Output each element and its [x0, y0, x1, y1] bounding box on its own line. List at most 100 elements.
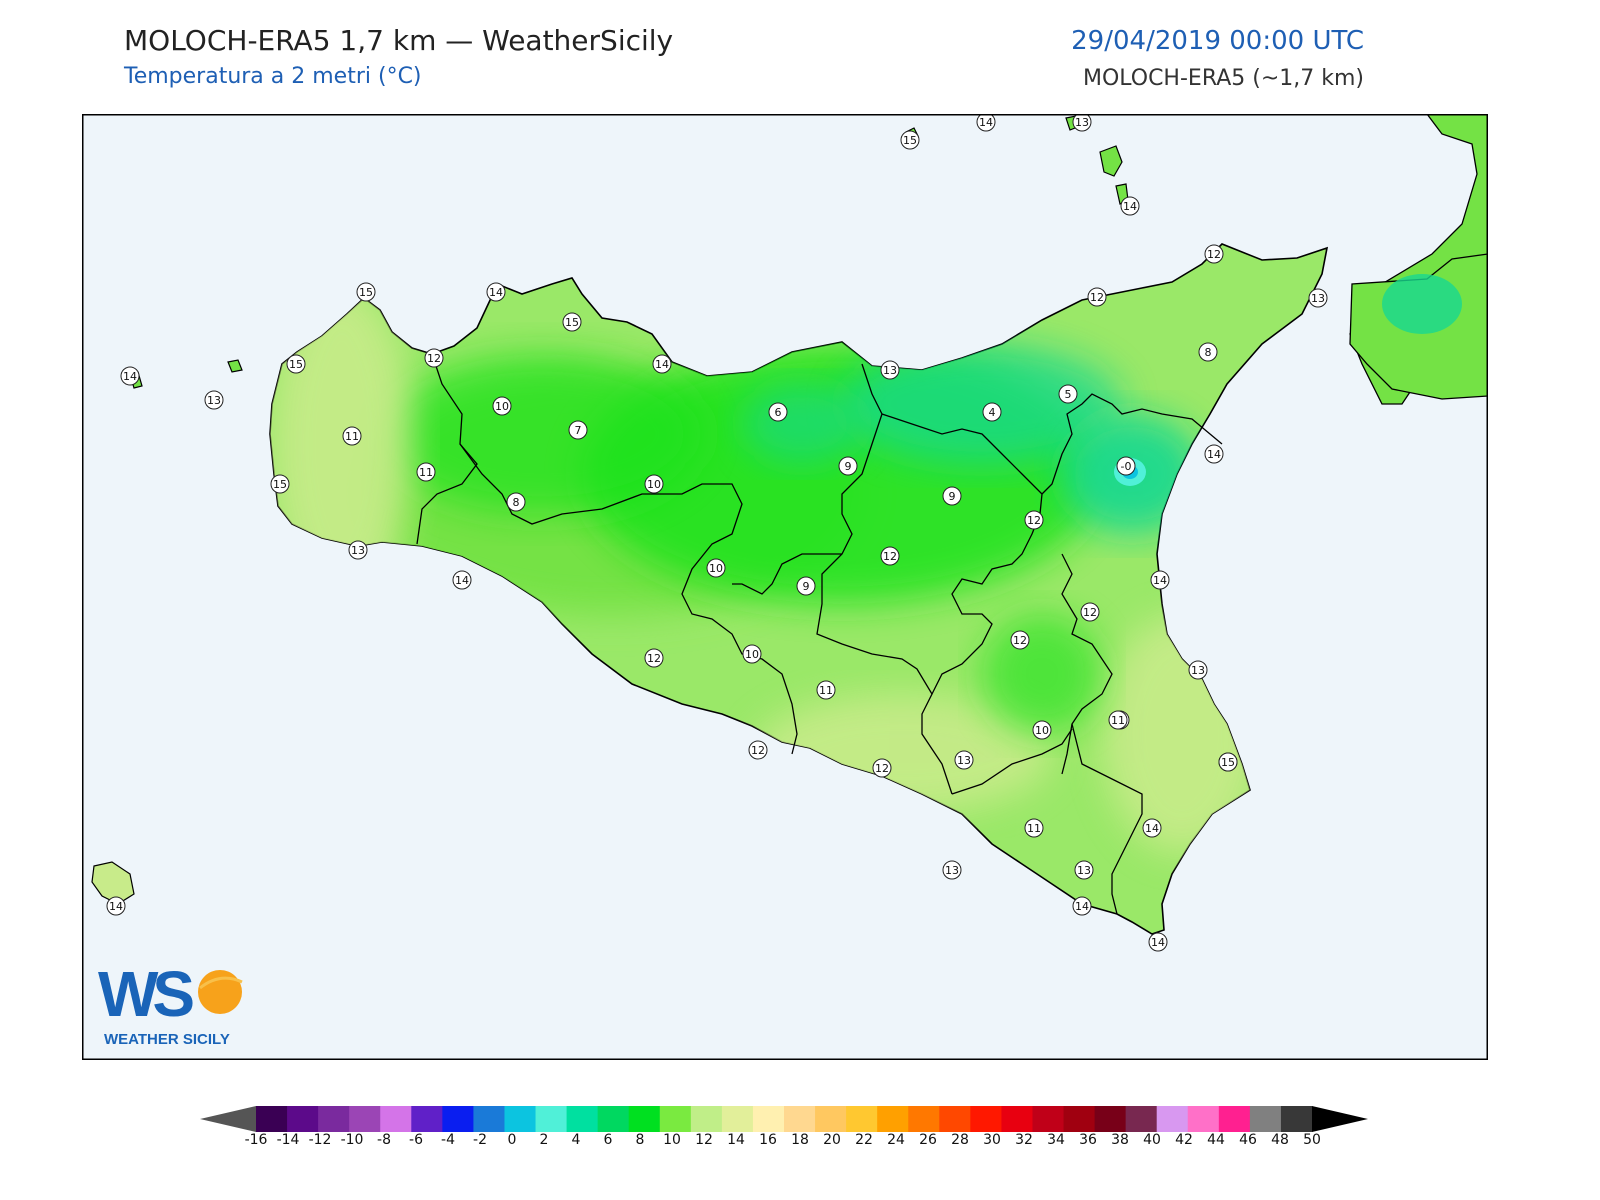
station-value-label: 13 — [1188, 660, 1208, 680]
station-value: 14 — [1153, 574, 1167, 587]
colorbar-tick-label: -4 — [441, 1132, 455, 1144]
colorbar-cell — [504, 1106, 537, 1132]
colorbar-tick-label: 50 — [1303, 1132, 1321, 1144]
colorbar-tick-label: 16 — [759, 1132, 777, 1144]
station-value: 13 — [1077, 864, 1091, 877]
colorbar-cell — [1063, 1106, 1096, 1132]
station-value: 13 — [207, 394, 221, 407]
colorbar-tick-label: 34 — [1047, 1132, 1065, 1144]
station-value-label: 14 — [652, 354, 672, 374]
station-value: 10 — [647, 478, 661, 491]
station-value: 4 — [989, 406, 996, 419]
station-value: 12 — [875, 762, 889, 775]
colorbar-tick-label: 42 — [1175, 1132, 1193, 1144]
station-value-label: 14 — [1148, 932, 1168, 952]
station-value: 10 — [1035, 724, 1049, 737]
colorbar-cell — [659, 1106, 692, 1132]
station-value: 14 — [123, 370, 137, 383]
station-value: 12 — [647, 652, 661, 665]
station-value: 9 — [845, 460, 852, 473]
station-value: 12 — [883, 550, 897, 563]
station-value: 11 — [419, 466, 433, 479]
colorbar-min-arrow — [200, 1106, 256, 1132]
station-value: 15 — [289, 358, 303, 371]
colorbar-tick-label: 48 — [1271, 1132, 1289, 1144]
station-value-label: 6 — [768, 402, 788, 422]
station-value: 10 — [495, 400, 509, 413]
station-value-label: 12 — [872, 758, 892, 778]
station-value-label: 15 — [270, 474, 290, 494]
station-value: 14 — [1207, 448, 1221, 461]
station-value: 12 — [1083, 606, 1097, 619]
colorbar-cell — [1156, 1106, 1189, 1132]
province-borders — [416, 353, 1223, 915]
colorbar-tick-label: 2 — [540, 1132, 549, 1144]
weathersicily-logo: WS WEATHER SICILY — [96, 958, 256, 1048]
logo-graphic: WS WEATHER SICILY — [98, 958, 243, 1048]
favignana-island — [227, 359, 243, 373]
station-value-label: 13 — [1074, 860, 1094, 880]
colorbar-tick-label: -8 — [377, 1132, 391, 1144]
station-value: 12 — [1013, 634, 1027, 647]
station-value-label: 15 — [900, 130, 920, 150]
forecast-datetime: 29/04/2019 00:00 UTC — [1071, 26, 1364, 56]
station-value-label: 11 — [342, 426, 362, 446]
colorbar-cell — [1280, 1106, 1313, 1132]
colorbar-cell — [1249, 1106, 1282, 1132]
station-value-label: 10 — [1032, 720, 1052, 740]
colorbar-cell — [628, 1106, 661, 1132]
station-value: 8 — [1205, 346, 1212, 359]
colorbar-cell — [970, 1106, 1002, 1132]
station-value: 11 — [1111, 714, 1125, 727]
station-value: 13 — [883, 364, 897, 377]
colorbar-cell — [566, 1106, 599, 1132]
station-value: 8 — [513, 496, 520, 509]
station-value: 15 — [359, 286, 373, 299]
station-value: 11 — [819, 684, 833, 697]
station-value: 13 — [1311, 292, 1325, 305]
logo-initials: WS — [98, 958, 193, 1030]
station-value-label: 11 — [1108, 710, 1128, 730]
station-value-label: 13 — [1072, 114, 1092, 132]
station-value: 13 — [945, 864, 959, 877]
station-value: 14 — [1123, 200, 1137, 213]
colorbar-cell — [473, 1106, 505, 1132]
station-value-label: 10 — [644, 474, 664, 494]
colorbar-tick-label: 46 — [1239, 1132, 1257, 1144]
colorbar-tick-label: 8 — [636, 1132, 645, 1144]
colorbar-tick-label: -16 — [245, 1132, 268, 1144]
colorbar-cell — [784, 1106, 816, 1132]
colorbar-cell — [442, 1106, 474, 1132]
station-value-label: 12 — [880, 546, 900, 566]
station-value-label: 13 — [880, 360, 900, 380]
colorbar-cell — [721, 1106, 754, 1132]
colorbar-cell — [1187, 1106, 1220, 1132]
colorbar-tick-label: 18 — [791, 1132, 809, 1144]
station-value-label: 13 — [954, 750, 974, 770]
colorbar-tick-label: 30 — [983, 1132, 1001, 1144]
colorbar-max-arrow — [1312, 1106, 1368, 1132]
station-value-label: 11 — [1024, 818, 1044, 838]
station-value-label: 14 — [1142, 818, 1162, 838]
station-value-label: 13 — [1308, 288, 1328, 308]
station-value-label: 14 — [452, 570, 472, 590]
colorbar-cell — [287, 1106, 319, 1132]
colorbar-cell — [1218, 1106, 1251, 1132]
station-value-label: 14 — [1150, 570, 1170, 590]
colorbar-tick-label: 12 — [695, 1132, 713, 1144]
station-value-label: 15 — [562, 312, 582, 332]
station-value: 15 — [903, 134, 917, 147]
station-value: 15 — [1221, 756, 1235, 769]
colorbar-tick-label: 38 — [1111, 1132, 1129, 1144]
station-value: 14 — [1151, 936, 1165, 949]
colorbar-tick-label: -14 — [277, 1132, 300, 1144]
station-value: 6 — [775, 406, 782, 419]
colorbar-cell — [1125, 1106, 1158, 1132]
station-value-label: 15 — [286, 354, 306, 374]
station-value-label: 11 — [416, 462, 436, 482]
station-value-label: 12 — [1204, 244, 1224, 264]
station-value: 11 — [1027, 822, 1041, 835]
station-value-label: 11 — [816, 680, 836, 700]
colorbar-tick-label: -10 — [341, 1132, 364, 1144]
colorbar-cell — [877, 1106, 909, 1132]
